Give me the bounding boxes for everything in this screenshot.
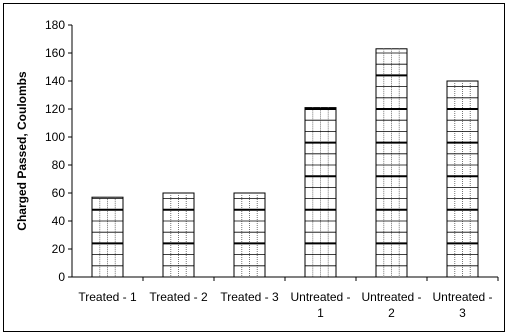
y-tick-label: 100 [45,130,65,144]
x-tick-label: Treated - 2 [149,290,208,304]
x-tick-label: Treated - 1 [78,290,137,304]
y-tick-label: 180 [45,18,65,32]
bar-group [375,48,408,278]
bar-group [304,107,337,278]
y-tick-label: 120 [45,102,65,116]
y-tick-label: 0 [58,270,65,284]
x-tick-label: Untreated - [432,290,492,304]
x-tick-label: 3 [459,306,466,320]
y-tick-label: 140 [45,74,65,88]
plot-area: 0 20 40 60 80 100 120 140 160 180 Treated - 1 Treat… [45,18,499,320]
bar-group [91,196,124,278]
x-tick-label: Untreated - [361,290,421,304]
x-tick-label: 2 [388,306,395,320]
y-axis-title: Charged Passed, Coulombs [15,71,29,231]
x-tick-label: Untreated - [290,290,350,304]
y-tick-label: 40 [52,214,66,228]
y-tick-label: 20 [52,242,66,256]
y-tick-label: 60 [52,186,66,200]
y-tick-label: 80 [52,158,66,172]
bar-group [233,192,266,278]
x-tick-label: Treated - 3 [220,290,279,304]
bar-group [446,80,479,278]
bar-group [162,192,195,278]
x-tick-label: 1 [317,306,324,320]
y-tick-label: 160 [45,46,65,60]
